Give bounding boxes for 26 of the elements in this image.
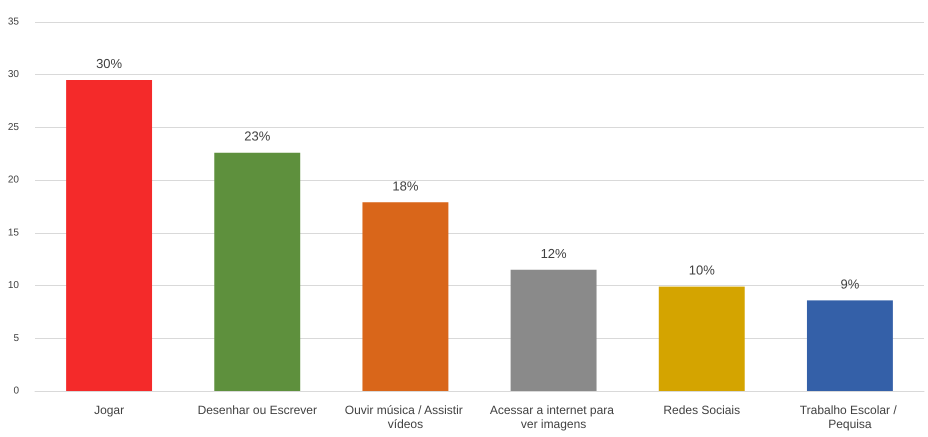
y-tick-label: 5 [13, 332, 20, 344]
bar [214, 152, 300, 391]
y-tick-label: 20 [8, 174, 20, 186]
data-label: 10% [688, 262, 716, 278]
data-label: 9% [840, 276, 860, 292]
x-tick-label: Redes Sociais [663, 403, 740, 417]
x-tick-label: Desenhar ou Escrever [198, 403, 317, 417]
data-label: 12% [540, 246, 568, 261]
y-tick-label: 35 [8, 16, 20, 28]
y-tick-label: 0 [13, 386, 20, 396]
data-label: 18% [392, 178, 419, 194]
bar [362, 202, 448, 391]
y-tick-label: 10 [8, 280, 20, 292]
bar [806, 300, 893, 391]
bar [510, 270, 597, 391]
bar [658, 286, 745, 391]
x-tick-label: Acessar a internet para ver imagens [490, 403, 618, 431]
x-tick-label: Trabalho Escolar / Pequisa [800, 403, 900, 431]
data-label: 23% [244, 128, 271, 144]
y-tick-label: 15 [8, 227, 20, 238]
x-tick-label: Ouvir música / Assistir vídeos [344, 403, 466, 431]
y-tick-label: 30 [8, 69, 20, 80]
y-tick-label: 25 [8, 122, 20, 133]
data-label: 30% [96, 56, 123, 71]
bar [66, 80, 152, 391]
x-tick-label: Jogar [94, 403, 124, 417]
